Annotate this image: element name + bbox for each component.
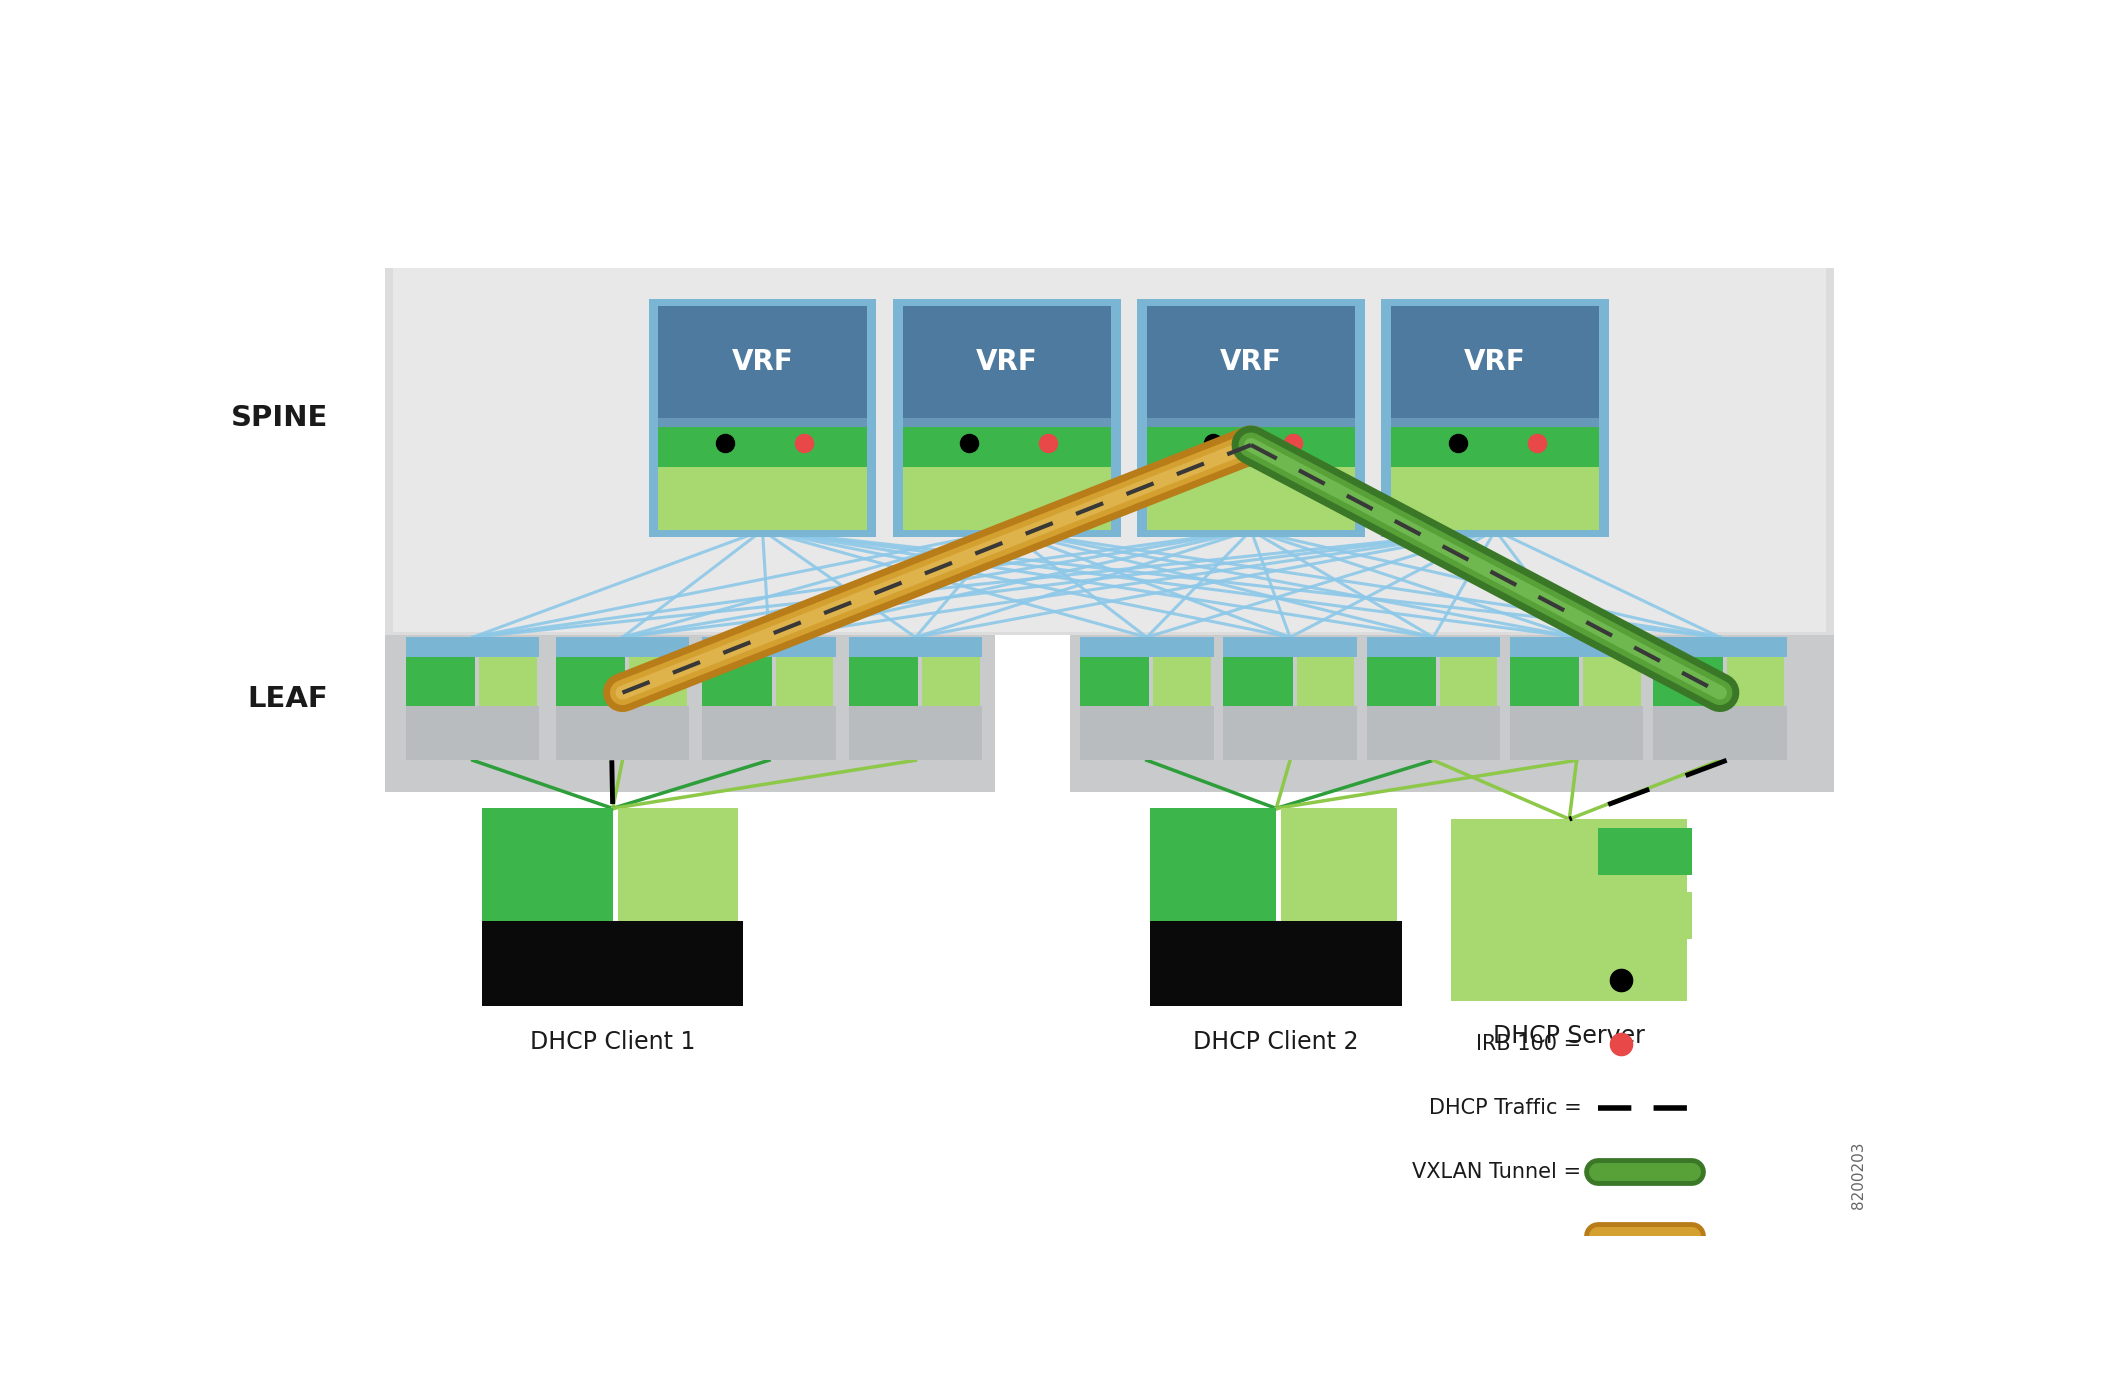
Text: VLAN 100 =: VLAN 100 = [1454,906,1582,925]
Bar [849,657,918,706]
Text: LEAF: LEAF [248,685,328,713]
Bar [384,635,1834,792]
Text: DHCP Traffic =: DHCP Traffic = [1429,1097,1582,1118]
Bar [1149,808,1275,921]
Bar [1223,657,1292,706]
Bar [1584,657,1641,706]
Bar [702,638,836,657]
Bar [1391,426,1599,468]
Bar [1380,299,1609,536]
Text: IRB 100 =: IRB 100 = [1477,1033,1582,1054]
Bar [996,635,1069,792]
Text: DHCP Client 1: DHCP Client 1 [529,1029,695,1054]
Bar [1597,828,1691,875]
Bar [1439,657,1498,706]
Bar [1366,638,1500,657]
Text: SPINE: SPINE [231,404,328,432]
Bar [555,657,626,706]
Bar [658,418,868,426]
Bar [405,706,540,760]
Bar [1511,638,1643,657]
Bar [1147,306,1355,418]
Bar [658,306,868,418]
Bar [658,426,868,468]
Bar [903,306,1111,418]
Bar [1511,706,1643,760]
Bar [1153,657,1210,706]
Text: VRF: VRF [975,347,1038,376]
Bar [1366,706,1500,760]
Bar [384,268,1834,792]
Bar [1597,892,1691,939]
Text: 8200203: 8200203 [1851,1142,1866,1210]
Bar [1080,638,1214,657]
Bar [483,921,744,1006]
Bar [1653,657,1723,706]
Bar [893,299,1120,536]
Bar [393,268,1826,632]
Bar [479,657,536,706]
Bar [1452,820,1687,1001]
Bar [1149,921,1403,1006]
Bar [922,657,979,706]
Bar [1080,706,1214,760]
Text: VRF: VRF [1221,347,1282,376]
Bar [555,706,689,760]
Bar [1137,299,1366,536]
Bar [1511,657,1580,706]
Bar [1223,706,1357,760]
Bar [702,657,771,706]
Bar [903,418,1111,426]
Bar [649,299,876,536]
Bar [1223,638,1357,657]
Bar [628,657,687,706]
Bar [1727,657,1784,706]
Text: IRB 200 =: IRB 200 = [1477,970,1582,989]
Text: DHCP Server: DHCP Server [1494,1025,1645,1049]
Bar [849,706,983,760]
Bar [849,638,983,657]
Bar [405,638,540,657]
Text: VLAN 200 =: VLAN 200 = [1454,842,1582,861]
Bar [1391,418,1599,426]
Text: VXLAN Tunnel =: VXLAN Tunnel = [1412,1163,1582,1182]
Bar [1391,468,1599,531]
Bar [1147,426,1355,468]
Bar [1147,418,1355,426]
Bar [903,426,1111,468]
Bar [1296,657,1355,706]
Bar [555,638,689,657]
Bar [483,808,613,921]
Bar [1391,306,1599,418]
Bar [1653,638,1786,657]
Text: DHCP Client 2: DHCP Client 2 [1193,1029,1359,1054]
Bar [1080,657,1149,706]
Bar [702,706,836,760]
Bar [405,657,475,706]
Bar [775,657,834,706]
Bar [903,468,1111,531]
Text: VRF: VRF [1464,347,1525,376]
Bar [1366,657,1435,706]
Bar [658,468,868,531]
Bar [1147,468,1355,531]
Bar [1653,706,1786,760]
Text: VRF: VRF [731,347,794,376]
Bar [1282,808,1397,921]
Bar [618,808,737,921]
